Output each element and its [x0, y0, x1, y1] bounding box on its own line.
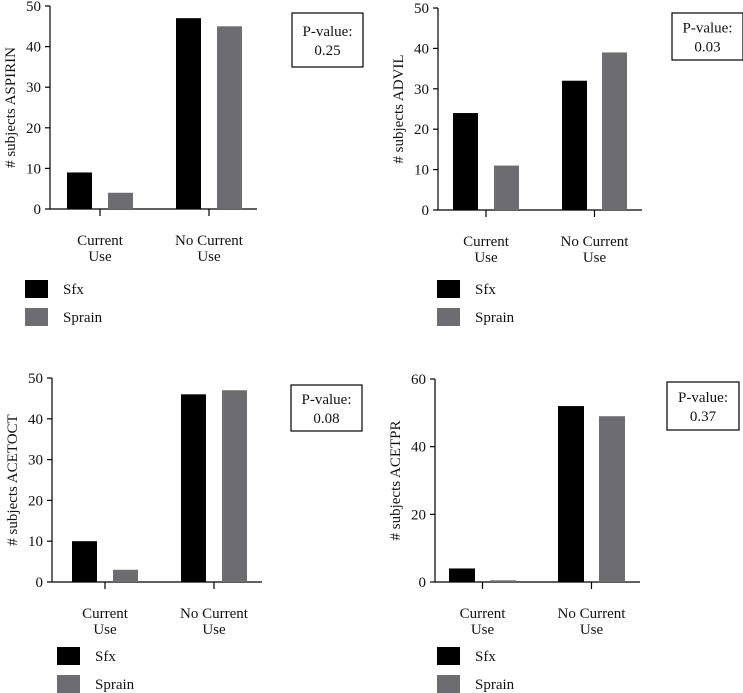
- bar-sprain: [490, 580, 516, 582]
- p-value-label: P-value:: [683, 21, 733, 37]
- legend: Sfx Sprain: [437, 280, 515, 326]
- x-tick-label: Use: [202, 622, 226, 638]
- x-tick-label: No Current: [180, 606, 249, 622]
- y-tick-label: 10: [28, 534, 43, 550]
- p-value: 0.08: [313, 411, 339, 427]
- y-tick-label: 20: [411, 507, 426, 523]
- annotation-box: [290, 384, 363, 432]
- legend: Sfx Sprain: [57, 647, 135, 693]
- y-tick-label: 60: [411, 372, 426, 388]
- y-tick-label: 0: [419, 575, 427, 591]
- bar-sfx: [449, 568, 475, 582]
- bar-sfx: [453, 113, 478, 210]
- annotation-box: [671, 12, 743, 61]
- y-tick-label: 40: [28, 412, 43, 428]
- x-tick-label: No Current: [561, 234, 630, 250]
- y-tick-label: 30: [414, 82, 429, 98]
- legend-swatch-sprain: [25, 308, 48, 326]
- legend-label: Sprain: [475, 677, 515, 693]
- y-tick-label: 30: [26, 80, 41, 96]
- y-tick-label: 0: [422, 203, 430, 219]
- y-axis-label: # subjects ACETOCT: [5, 414, 21, 545]
- x-tick-label: Current: [77, 233, 124, 249]
- p-value-annotation: P-value: 0.03: [671, 12, 743, 61]
- p-value: 0.03: [694, 40, 720, 56]
- x-tick-label: Use: [93, 622, 117, 638]
- y-tick-label: 0: [36, 575, 44, 591]
- y-tick-label: 20: [28, 493, 43, 509]
- y-tick-label: 50: [414, 1, 429, 17]
- legend-label: Sprain: [63, 310, 103, 326]
- bar-sprain: [602, 52, 627, 210]
- y-tick-label: 50: [26, 0, 41, 15]
- x-tick-label: Use: [583, 250, 607, 266]
- x-tick-label: No Current: [175, 233, 244, 249]
- legend-label: Sfx: [63, 282, 84, 298]
- y-axis-label: # subjects ASPIRIN: [3, 47, 19, 168]
- x-tick-label: Current: [463, 234, 510, 250]
- bar-sprain: [217, 26, 242, 209]
- bar-sfx: [558, 406, 584, 582]
- bar-sprain: [494, 165, 519, 210]
- bar-sfx: [176, 18, 201, 210]
- x-tick-label: Use: [88, 249, 112, 265]
- bar-sfx: [72, 541, 97, 582]
- x-tick-label: No Current: [558, 606, 627, 622]
- legend-swatch-sfx: [437, 280, 460, 298]
- legend-label: Sprain: [475, 310, 515, 326]
- legend-label: Sfx: [475, 649, 496, 665]
- legend-swatch-sprain: [57, 675, 80, 693]
- p-value-annotation: P-value: 0.25: [291, 12, 364, 68]
- p-value-annotation: P-value: 0.08: [290, 384, 363, 432]
- bar-sprain: [108, 192, 133, 209]
- legend-label: Sfx: [95, 649, 116, 665]
- legend-swatch-sfx: [437, 647, 460, 665]
- x-tick-label: Use: [580, 622, 604, 638]
- bar-sfx: [181, 394, 206, 582]
- annotation-box: [291, 12, 364, 68]
- annotation-box: [666, 381, 740, 431]
- p-value: 0.25: [314, 43, 340, 59]
- x-tick-label: Use: [471, 622, 495, 638]
- y-axis-label: # subjects ACETPR: [388, 420, 404, 540]
- p-value-annotation: P-value: 0.37: [666, 381, 740, 431]
- y-tick-label: 40: [414, 41, 429, 57]
- x-tick-label: Current: [82, 606, 129, 622]
- y-tick-label: 40: [411, 440, 426, 456]
- y-tick-label: 30: [28, 453, 43, 469]
- legend-swatch-sfx: [25, 280, 48, 298]
- bar-sfx: [562, 80, 587, 210]
- x-tick-label: Use: [474, 250, 498, 266]
- bar-sprain: [599, 416, 625, 582]
- p-value-label: P-value:: [678, 390, 728, 406]
- p-value-label: P-value:: [303, 24, 353, 40]
- y-tick-label: 0: [34, 202, 42, 218]
- p-value: 0.37: [690, 409, 717, 425]
- x-tick-label: Current: [460, 606, 507, 622]
- y-tick-label: 40: [26, 40, 41, 56]
- legend-swatch-sfx: [57, 647, 80, 665]
- legend: Sfx Sprain: [25, 280, 103, 326]
- y-tick-label: 10: [26, 161, 41, 177]
- y-tick-label: 50: [28, 371, 43, 387]
- bar-sprain: [113, 569, 138, 582]
- legend-swatch-sprain: [437, 675, 460, 693]
- y-axis-label: # subjects ADVIL: [391, 54, 407, 163]
- p-value-label: P-value:: [302, 392, 352, 408]
- legend-label: Sfx: [475, 282, 496, 298]
- y-tick-label: 20: [414, 122, 429, 138]
- legend: Sfx Sprain: [437, 647, 515, 693]
- legend-label: Sprain: [95, 677, 135, 693]
- y-tick-label: 20: [26, 121, 41, 137]
- bar-sprain: [222, 390, 247, 582]
- x-tick-label: Use: [197, 249, 221, 265]
- y-tick-label: 10: [414, 163, 429, 179]
- legend-swatch-sprain: [437, 308, 460, 326]
- bar-sfx: [67, 172, 92, 209]
